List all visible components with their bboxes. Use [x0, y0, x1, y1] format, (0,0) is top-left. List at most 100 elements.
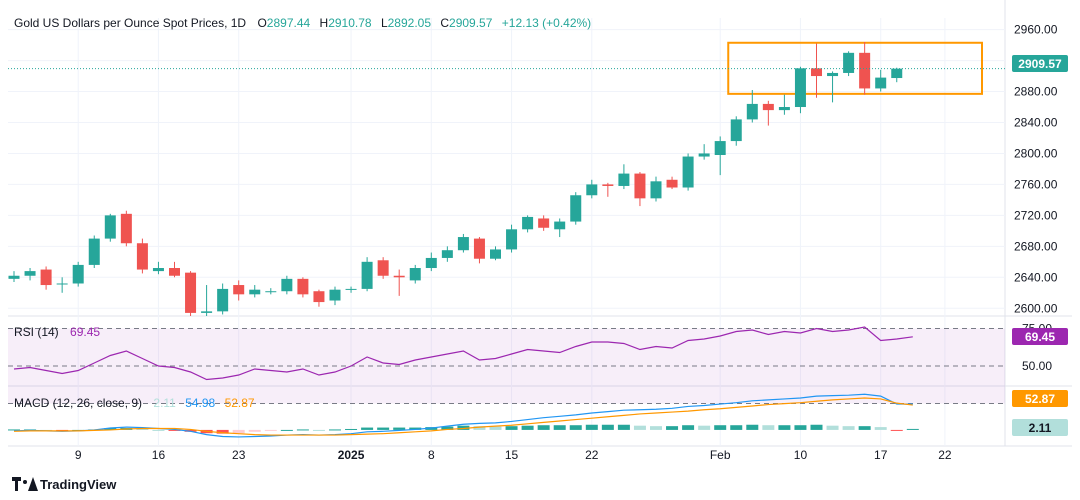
- macd-histogram-bar: [617, 424, 630, 430]
- candle-body: [120, 213, 132, 244]
- macd-pane: [8, 393, 919, 438]
- candle-body: [891, 68, 903, 79]
- time-tick-label: 8: [428, 448, 435, 462]
- price-tick-label: 2760.00: [1014, 177, 1058, 191]
- candle-body: [811, 68, 822, 77]
- tradingview-logo-icon: [12, 477, 38, 491]
- candle-body: [602, 184, 614, 186]
- macd-histogram-bar: [858, 426, 871, 430]
- candle-body: [56, 283, 68, 285]
- candle-body: [313, 291, 325, 303]
- highlight-box: [727, 41, 983, 95]
- candle-body: [88, 238, 100, 265]
- rsi-tag: [1012, 328, 1068, 345]
- candle-body: [169, 268, 180, 276]
- candle-body: [698, 153, 710, 157]
- candle-body: [746, 103, 758, 120]
- macd-signal-value: 52.87: [225, 396, 255, 410]
- macd-histogram-bar: [280, 429, 293, 431]
- change-value: +12.13 (+0.42%): [502, 16, 591, 30]
- macd-histogram-bar: [714, 425, 727, 430]
- price-tick-label: 2960.00: [1014, 23, 1058, 37]
- open-value: 2897.44: [267, 16, 311, 30]
- candle-body: [762, 103, 774, 111]
- macd-histogram-bar: [457, 425, 470, 430]
- close-label: C: [440, 16, 449, 30]
- candle-body: [859, 52, 871, 89]
- macd-histogram-bar: [152, 429, 165, 431]
- last-price-tag-text: 2909.57: [1018, 57, 1062, 71]
- macd-histogram-bar: [377, 427, 390, 430]
- candle-body: [875, 77, 887, 89]
- macd-histogram-bar: [8, 429, 20, 431]
- candle-body: [506, 229, 518, 250]
- macd-histogram-bar: [104, 428, 117, 430]
- price-tick-label: 2680.00: [1014, 239, 1058, 253]
- macd-histogram-bar: [762, 425, 775, 430]
- time-tick-label: 22: [585, 448, 599, 462]
- candle-body: [522, 216, 534, 230]
- candle-body: [8, 275, 20, 279]
- macd-hist-value: 2.11: [153, 396, 176, 410]
- macd-histogram-bar: [473, 426, 486, 430]
- candle-body: [24, 271, 36, 276]
- price-tick-label: 2640.00: [1014, 270, 1058, 284]
- macd-histogram-bar: [810, 424, 823, 430]
- macd-histogram-bar: [441, 426, 454, 430]
- candle-body: [345, 288, 357, 290]
- candle-body: [152, 268, 164, 272]
- candle-body: [393, 275, 405, 278]
- macd-histogram-bar: [778, 425, 791, 430]
- time-tick-label: 10: [794, 448, 808, 462]
- candle-body: [457, 237, 469, 251]
- candle-body: [329, 289, 341, 301]
- candle-body: [618, 173, 630, 186]
- macd-histogram-bar: [553, 425, 566, 430]
- macd-histogram-bar: [569, 425, 582, 430]
- candle-body: [281, 278, 293, 292]
- candle-body: [538, 218, 550, 228]
- candle-body: [827, 72, 839, 77]
- brand-name: TradingView: [40, 476, 117, 492]
- candle-body: [666, 179, 678, 188]
- time-tick-label: 2025: [338, 448, 365, 462]
- time-tick-label: 16: [152, 448, 166, 462]
- candlestick-series: [8, 41, 903, 316]
- candle-body: [634, 173, 646, 199]
- time-tick-label: 23: [232, 448, 246, 462]
- macd-histogram-bar: [730, 425, 743, 430]
- last-price-tag: [1012, 55, 1068, 72]
- svg-text:Gold US Dollars per Ounce Spot: Gold US Dollars per Ounce Spot Prices, 1…: [14, 16, 591, 30]
- candle-body: [361, 261, 373, 289]
- macd-histogram-bar: [296, 429, 309, 431]
- rsi-level-label: 50.00: [1022, 359, 1052, 373]
- time-tick-label: 9: [75, 448, 82, 462]
- candle-body: [682, 156, 694, 188]
- low-value: 2892.05: [388, 16, 432, 30]
- macd-histogram-bar: [264, 429, 277, 431]
- candle-body: [265, 291, 277, 293]
- candle-body: [297, 278, 309, 295]
- chart-canvas: 2960.002920.002880.002840.002800.002760.…: [8, 0, 1072, 462]
- candle-body: [441, 250, 453, 258]
- candle-body: [409, 268, 421, 281]
- high-value: 2910.78: [328, 16, 372, 30]
- macd-histogram-bar: [746, 424, 759, 430]
- macd-histogram-bar: [489, 426, 502, 430]
- rsi-label: RSI (14): [14, 325, 59, 339]
- time-tick-label: Feb: [710, 448, 731, 462]
- highlight-box-layer: [727, 41, 983, 95]
- candle-body: [650, 181, 662, 199]
- candle-body: [425, 257, 437, 269]
- candle-body: [72, 264, 84, 284]
- candle-body: [473, 238, 485, 259]
- macd-histogram-bar: [521, 425, 534, 430]
- time-tick-label: 15: [505, 448, 519, 462]
- price-tick-label: 2600.00: [1014, 301, 1058, 315]
- macd-histogram-bar: [650, 426, 662, 430]
- macd-histogram-bar: [248, 429, 261, 432]
- candle-body: [586, 184, 598, 196]
- macd-histogram-bar: [666, 426, 679, 430]
- macd-histogram-bar: [136, 428, 149, 430]
